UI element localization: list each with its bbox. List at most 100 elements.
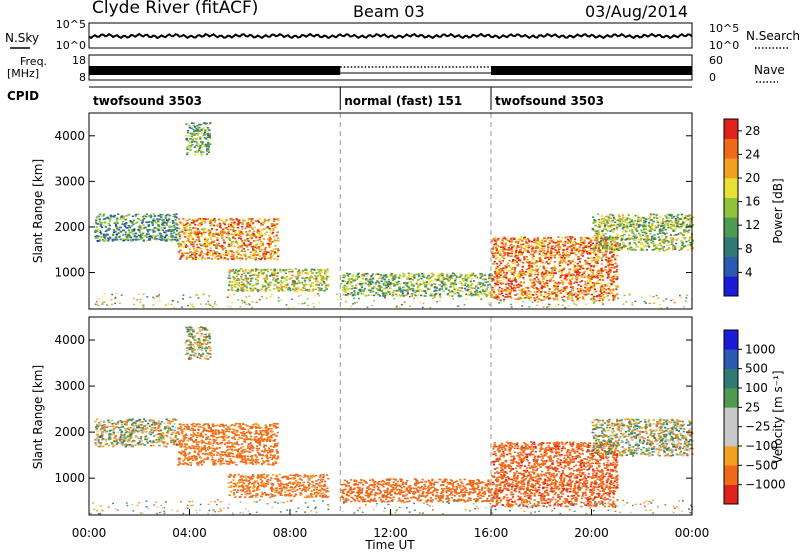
echo-cell	[572, 258, 575, 261]
echo-cell	[539, 265, 542, 268]
echo-cell	[262, 251, 265, 253]
echo-cell	[109, 238, 112, 240]
echo-cell	[566, 278, 569, 281]
echo-cell	[580, 254, 583, 256]
echo-cell	[162, 224, 165, 227]
echo-cell	[491, 263, 494, 265]
echo-cell	[136, 221, 139, 223]
echo-cell	[602, 298, 605, 300]
echo-cell	[490, 274, 493, 277]
echo-cell	[500, 260, 503, 262]
echo-cell	[263, 218, 266, 221]
echo-cell	[526, 261, 529, 264]
echo-cell	[349, 273, 352, 275]
echo-cell	[254, 252, 257, 254]
echo-cell	[196, 134, 200, 136]
echo-cell	[377, 288, 380, 291]
echo-cell	[616, 269, 619, 271]
echo-cell	[216, 225, 219, 227]
echo-cell	[497, 237, 500, 240]
echo-cell	[649, 232, 652, 235]
echo-cell	[640, 229, 643, 232]
echo-cell	[244, 255, 247, 257]
echo-cell	[206, 128, 209, 131]
echo-cell	[592, 247, 595, 250]
echo-cell	[196, 127, 199, 129]
echo-cell	[227, 251, 230, 254]
echo-cell	[616, 293, 619, 295]
echo-cell	[270, 281, 273, 284]
echo-cell	[241, 231, 244, 234]
echo-cell	[448, 291, 452, 293]
echo-cell	[553, 286, 556, 289]
echo-cell	[685, 229, 688, 232]
echo-cell	[465, 289, 468, 292]
echo-cell	[640, 218, 643, 220]
echo-cell	[602, 219, 605, 221]
echo-cell	[275, 280, 278, 283]
echo-cell	[235, 257, 238, 259]
echo-cell	[117, 232, 120, 234]
echo-cell	[204, 240, 207, 242]
echo-cell	[384, 283, 387, 285]
echo-cell	[290, 277, 293, 279]
echo-cell	[619, 218, 622, 220]
echo-cell	[618, 242, 621, 245]
echo-cell	[140, 219, 143, 222]
echo-cell	[170, 229, 173, 231]
echo-cell	[492, 246, 495, 248]
echo-cell	[255, 278, 258, 281]
echo-cell	[560, 256, 563, 259]
echo-cell	[276, 275, 279, 277]
echo-cell	[651, 223, 654, 225]
echo-cell	[199, 146, 202, 148]
echo-cell	[499, 248, 502, 251]
echo-cell	[607, 272, 610, 274]
echo-cell	[522, 297, 525, 299]
echo-cell	[536, 281, 539, 283]
echo-cell	[166, 219, 169, 221]
echo-cell	[229, 277, 232, 279]
echo-cell	[563, 259, 566, 261]
echo-cell	[270, 272, 274, 275]
echo-cell	[205, 248, 208, 250]
echo-cell	[495, 272, 498, 274]
echo-cell	[208, 123, 211, 125]
echo-cell	[555, 244, 558, 247]
echo-cell	[258, 247, 261, 249]
echo-cell	[225, 236, 228, 239]
echo-cell	[366, 306, 369, 308]
echo-cell	[160, 227, 163, 229]
echo-cell	[181, 306, 183, 308]
echo-cell	[579, 260, 582, 262]
echo-cell	[559, 282, 562, 284]
echo-cell	[563, 277, 566, 280]
echo-cell	[554, 285, 557, 287]
echo-cell	[528, 290, 531, 293]
echo-cell	[670, 215, 673, 217]
echo-cell	[215, 304, 218, 306]
echo-cell	[659, 232, 662, 234]
echo-cell	[544, 274, 547, 276]
echo-cell	[96, 216, 99, 218]
echo-cell	[552, 268, 555, 270]
echo-cell	[378, 277, 381, 280]
echo-cell	[617, 245, 620, 248]
echo-cell	[567, 241, 570, 244]
echo-cell	[263, 285, 266, 287]
echo-cell	[227, 234, 230, 236]
echo-cell	[527, 246, 530, 249]
echo-cell	[350, 292, 353, 294]
noise-left-tick-top: 10^5	[56, 18, 86, 31]
echo-cell	[508, 248, 511, 250]
echo-cell	[686, 230, 689, 233]
echo-cell	[173, 226, 176, 228]
power-panel-bg	[89, 113, 692, 309]
echo-cell	[438, 277, 441, 280]
echo-cell	[517, 254, 520, 257]
echo-cell	[262, 238, 265, 240]
echo-cell	[155, 222, 158, 224]
echo-cell	[484, 289, 487, 291]
echo-cell	[668, 214, 671, 216]
echo-cell	[466, 285, 469, 288]
